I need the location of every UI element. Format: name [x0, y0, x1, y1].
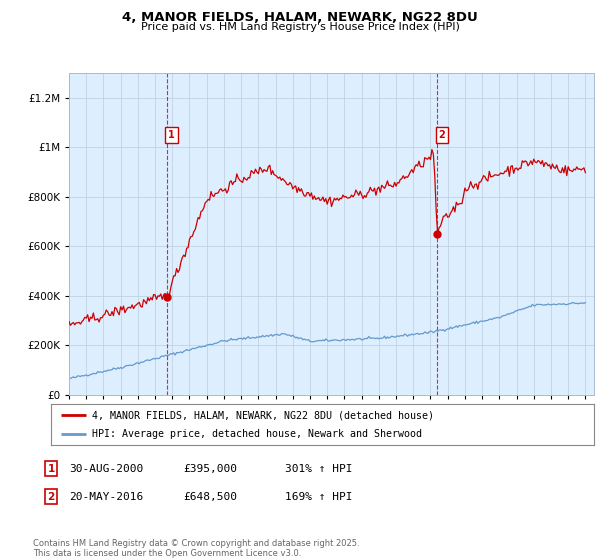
Text: £395,000: £395,000	[183, 464, 237, 474]
Text: 20-MAY-2016: 20-MAY-2016	[69, 492, 143, 502]
Text: 2: 2	[47, 492, 55, 502]
Text: 1: 1	[169, 130, 175, 140]
Text: 2: 2	[439, 130, 445, 140]
Text: Price paid vs. HM Land Registry's House Price Index (HPI): Price paid vs. HM Land Registry's House …	[140, 22, 460, 32]
Text: 1: 1	[47, 464, 55, 474]
Text: Contains HM Land Registry data © Crown copyright and database right 2025.
This d: Contains HM Land Registry data © Crown c…	[33, 539, 359, 558]
Text: 301% ↑ HPI: 301% ↑ HPI	[285, 464, 353, 474]
Text: 169% ↑ HPI: 169% ↑ HPI	[285, 492, 353, 502]
Text: 4, MANOR FIELDS, HALAM, NEWARK, NG22 8DU: 4, MANOR FIELDS, HALAM, NEWARK, NG22 8DU	[122, 11, 478, 24]
Text: HPI: Average price, detached house, Newark and Sherwood: HPI: Average price, detached house, Newa…	[92, 429, 422, 439]
Text: £648,500: £648,500	[183, 492, 237, 502]
Text: 4, MANOR FIELDS, HALAM, NEWARK, NG22 8DU (detached house): 4, MANOR FIELDS, HALAM, NEWARK, NG22 8DU…	[92, 410, 434, 421]
Text: 30-AUG-2000: 30-AUG-2000	[69, 464, 143, 474]
